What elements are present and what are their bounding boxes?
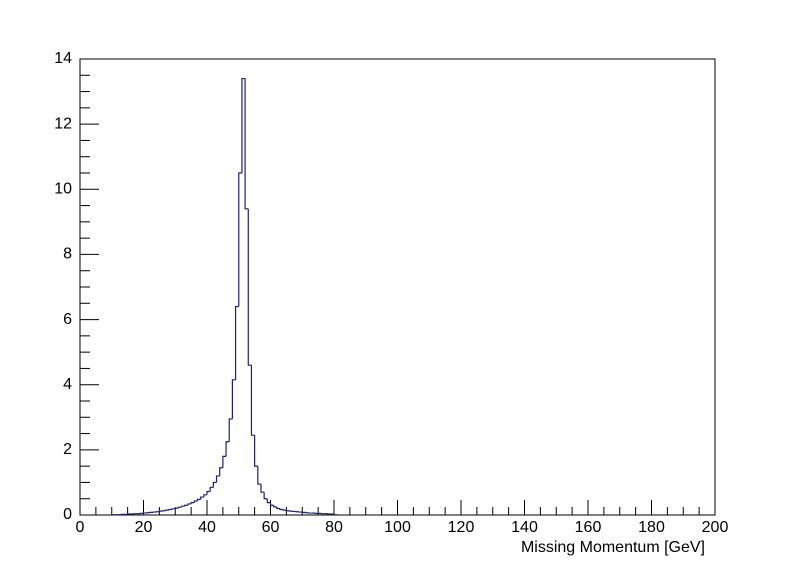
histogram-bin (263, 492, 268, 500)
x-tick-label: 200 (702, 519, 729, 536)
histogram-bin (200, 496, 204, 500)
histogram-bin (171, 508, 176, 510)
histogram-bin (260, 484, 265, 493)
histogram-bin (254, 435, 258, 467)
x-tick-label: 140 (511, 519, 538, 536)
histogram-bin (225, 441, 230, 457)
histogram-bin (212, 481, 217, 488)
histogram-bin (222, 455, 227, 468)
histogram-bin (174, 507, 179, 509)
x-tick-label: 0 (76, 519, 85, 536)
x-tick-label: 100 (384, 519, 411, 536)
histogram-bin (279, 508, 284, 511)
histogram-bin (228, 418, 233, 442)
histogram-bin (234, 305, 239, 380)
y-tick-label: 10 (54, 181, 72, 198)
y-tick-label: 14 (54, 50, 72, 67)
histogram-bin (273, 505, 277, 508)
histogram-bin (247, 208, 252, 366)
histogram-bin (276, 506, 281, 510)
histogram-bin (231, 379, 236, 419)
histogram-bin (282, 509, 287, 511)
x-tick-label: 120 (448, 519, 475, 536)
plot-frame (79, 58, 716, 516)
x-tick-label: 40 (198, 519, 216, 536)
histogram-bin (266, 498, 271, 504)
histogram-bin (333, 514, 338, 516)
histogram-bin (285, 510, 290, 512)
histogram-bin (165, 509, 169, 511)
x-tick-label: 180 (638, 519, 665, 536)
histogram-bin (250, 365, 255, 436)
x-tick-label: 80 (325, 519, 343, 536)
histogram-bin (168, 508, 173, 511)
histogram-bin (158, 510, 163, 512)
histogram-bin (184, 504, 188, 507)
x-tick-label: 160 (575, 519, 602, 536)
histogram-bin (244, 78, 249, 210)
histogram-bin (181, 505, 185, 508)
histogram-bin (187, 503, 192, 506)
histogram-bin (241, 77, 246, 173)
y-tick-label: 6 (63, 311, 72, 328)
y-tick-label: 2 (63, 441, 72, 458)
histogram-bin (209, 486, 214, 492)
y-tick-label: 4 (63, 376, 72, 393)
histogram-bin (215, 475, 220, 483)
histogram-bin (203, 494, 207, 498)
histogram-bin (196, 498, 201, 501)
histogram-bin (193, 500, 198, 503)
x-tick-label: 20 (135, 519, 153, 536)
y-tick-label: 0 (63, 506, 72, 523)
histogram-bin (257, 466, 261, 485)
y-tick-label: 8 (63, 246, 72, 263)
histogram-bin (206, 490, 211, 495)
y-tick-label: 12 (54, 115, 72, 132)
x-tick-label: 60 (262, 519, 280, 536)
histogram-bin (177, 506, 182, 509)
x-axis-label: Missing Momentum [GeV] (521, 539, 705, 556)
histogram-bin (219, 467, 223, 476)
histogram-bin (269, 502, 274, 506)
histogram-bin (190, 502, 195, 504)
histogram-bin (238, 172, 242, 307)
